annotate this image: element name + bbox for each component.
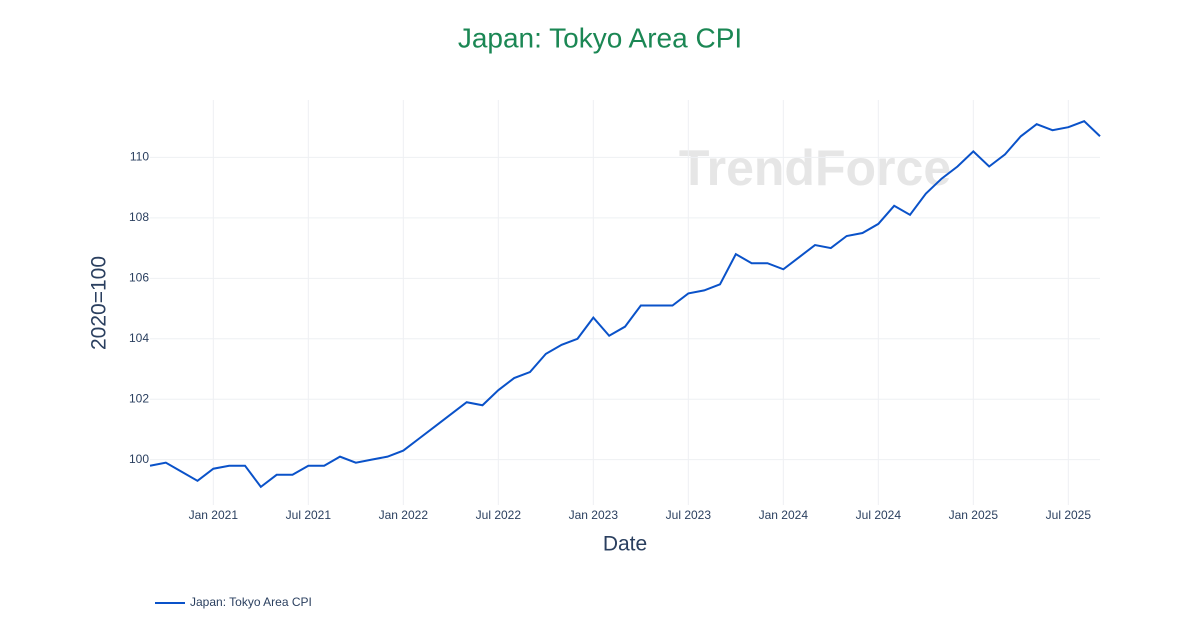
watermark: TrendForce	[679, 140, 951, 196]
x-tick-label: Jul 2023	[666, 508, 712, 522]
y-tick-label: 102	[129, 391, 149, 405]
x-tick-label: Jul 2025	[1046, 508, 1092, 522]
x-axis-title: Date	[603, 533, 647, 556]
y-tick-label: 106	[129, 270, 149, 284]
grid	[150, 100, 1100, 505]
chart-title: Japan: Tokyo Area CPI	[458, 22, 742, 53]
legend-label: Japan: Tokyo Area CPI	[190, 595, 312, 609]
x-tick-label: Jan 2021	[189, 508, 239, 522]
data-line	[149, 120, 1101, 489]
y-tick-label: 104	[129, 331, 149, 345]
x-tick-label: Jan 2024	[759, 508, 809, 522]
x-tick-label: Jan 2022	[379, 508, 429, 522]
x-tick-label: Jan 2025	[949, 508, 999, 522]
y-tick-label: 108	[129, 210, 149, 224]
x-tick-label: Jul 2024	[856, 508, 902, 522]
y-tick-label: 100	[129, 452, 149, 466]
y-axis-title: 2020=100	[88, 256, 111, 350]
x-tick-label: Jan 2023	[569, 508, 619, 522]
x-tick-label: Jul 2022	[476, 508, 522, 522]
x-tick-label: Jul 2021	[286, 508, 332, 522]
y-tick-label: 110	[130, 150, 149, 164]
